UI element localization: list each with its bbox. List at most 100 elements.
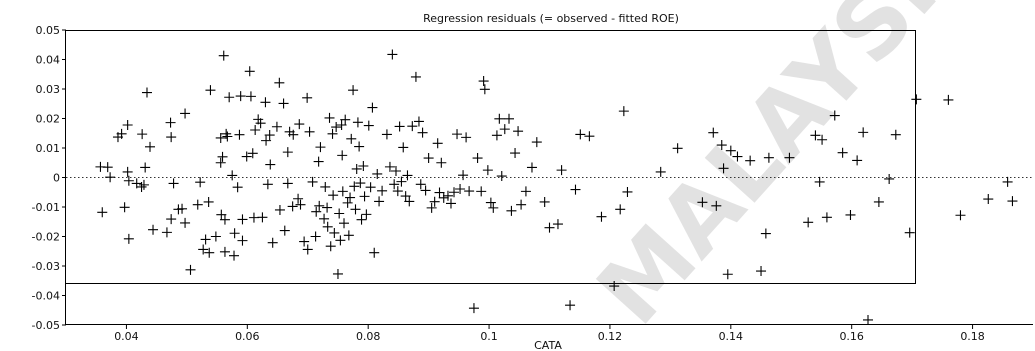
data-points bbox=[95, 49, 1018, 325]
y-tick-label: -0.02 bbox=[32, 231, 60, 244]
data-point bbox=[307, 176, 318, 187]
data-point bbox=[449, 187, 460, 198]
data-point bbox=[288, 129, 299, 140]
data-point bbox=[361, 209, 372, 220]
data-point bbox=[123, 175, 134, 186]
data-point bbox=[116, 128, 127, 139]
data-point bbox=[260, 97, 271, 108]
data-point bbox=[1007, 196, 1018, 207]
data-point bbox=[943, 94, 954, 105]
data-point bbox=[302, 92, 313, 103]
data-point bbox=[332, 268, 343, 279]
data-point bbox=[247, 148, 258, 159]
data-point bbox=[1002, 176, 1013, 187]
data-point bbox=[222, 131, 233, 142]
data-point bbox=[436, 157, 447, 168]
y-tick-label: 0 bbox=[53, 172, 60, 185]
data-point bbox=[810, 130, 821, 141]
y-ticks: 0.05 0.04 0.03 0.02 0.01 0 -0.01 -0.02 -0.03 -0.0… bbox=[32, 24, 66, 332]
data-point bbox=[195, 177, 206, 188]
data-point bbox=[442, 190, 453, 201]
data-point bbox=[372, 168, 383, 179]
data-point bbox=[315, 142, 326, 153]
data-point bbox=[468, 303, 479, 314]
data-point bbox=[510, 148, 521, 159]
data-point bbox=[334, 208, 345, 219]
data-point bbox=[814, 176, 825, 187]
data-point bbox=[215, 157, 226, 168]
data-point bbox=[203, 196, 214, 207]
data-point bbox=[488, 202, 499, 213]
data-point bbox=[491, 130, 502, 141]
y-tick-label: -0.03 bbox=[32, 260, 60, 273]
data-point bbox=[884, 173, 895, 184]
data-point bbox=[302, 244, 313, 255]
data-point bbox=[407, 121, 418, 132]
data-point bbox=[516, 199, 527, 210]
data-point bbox=[565, 300, 576, 311]
data-point bbox=[478, 76, 489, 87]
data-point bbox=[426, 202, 437, 213]
data-point bbox=[255, 118, 266, 129]
x-tick-label: 0.06 bbox=[235, 330, 260, 343]
data-point bbox=[282, 178, 293, 189]
chart-title: Regression residuals (= observed - fitte… bbox=[423, 12, 679, 25]
data-point bbox=[716, 140, 727, 151]
data-point bbox=[262, 179, 273, 190]
data-point bbox=[732, 151, 743, 162]
x-ticks: 0.04 0.06 0.08 0.1 0.12 0.14 0.16 0.18 bbox=[114, 325, 985, 343]
x-tick-label: 0.16 bbox=[839, 330, 864, 343]
data-point bbox=[282, 147, 293, 158]
data-point bbox=[221, 128, 232, 139]
data-point bbox=[420, 185, 431, 196]
data-point bbox=[350, 204, 361, 215]
data-point bbox=[464, 186, 475, 197]
data-point bbox=[955, 210, 966, 221]
data-point bbox=[336, 119, 347, 130]
data-point bbox=[185, 264, 196, 275]
data-point bbox=[352, 117, 363, 128]
data-point bbox=[217, 151, 228, 162]
data-point bbox=[398, 142, 409, 153]
data-point bbox=[472, 153, 483, 164]
data-point bbox=[267, 237, 278, 248]
data-point bbox=[718, 163, 729, 174]
data-point bbox=[177, 203, 188, 214]
data-point bbox=[763, 152, 774, 163]
data-point bbox=[97, 207, 108, 218]
y-tick-label: 0.04 bbox=[36, 54, 61, 67]
data-point bbox=[250, 125, 261, 136]
data-point bbox=[337, 186, 348, 197]
data-point bbox=[417, 127, 428, 138]
data-point bbox=[145, 141, 156, 152]
data-point bbox=[389, 179, 400, 190]
data-point bbox=[198, 244, 209, 255]
data-point bbox=[618, 106, 629, 117]
data-point bbox=[138, 179, 149, 190]
y-tick-label: -0.01 bbox=[32, 201, 60, 214]
data-point bbox=[722, 269, 733, 280]
data-point bbox=[496, 171, 507, 182]
data-point bbox=[322, 202, 333, 213]
data-point bbox=[615, 204, 626, 215]
data-point bbox=[204, 247, 215, 258]
data-point bbox=[216, 209, 227, 220]
data-point bbox=[556, 165, 567, 176]
data-point bbox=[102, 162, 113, 173]
data-point bbox=[381, 129, 392, 140]
data-point bbox=[148, 224, 159, 235]
data-point bbox=[329, 227, 340, 238]
data-point bbox=[136, 181, 147, 192]
data-point bbox=[261, 135, 272, 146]
data-point bbox=[219, 246, 230, 257]
data-point bbox=[322, 221, 333, 232]
data-point bbox=[359, 191, 370, 202]
data-point bbox=[829, 110, 840, 121]
data-point bbox=[324, 112, 335, 123]
data-point bbox=[311, 206, 322, 217]
data-point bbox=[227, 170, 238, 181]
data-point bbox=[756, 266, 767, 277]
data-point bbox=[858, 127, 869, 138]
data-point bbox=[390, 166, 401, 177]
data-point bbox=[295, 199, 306, 210]
